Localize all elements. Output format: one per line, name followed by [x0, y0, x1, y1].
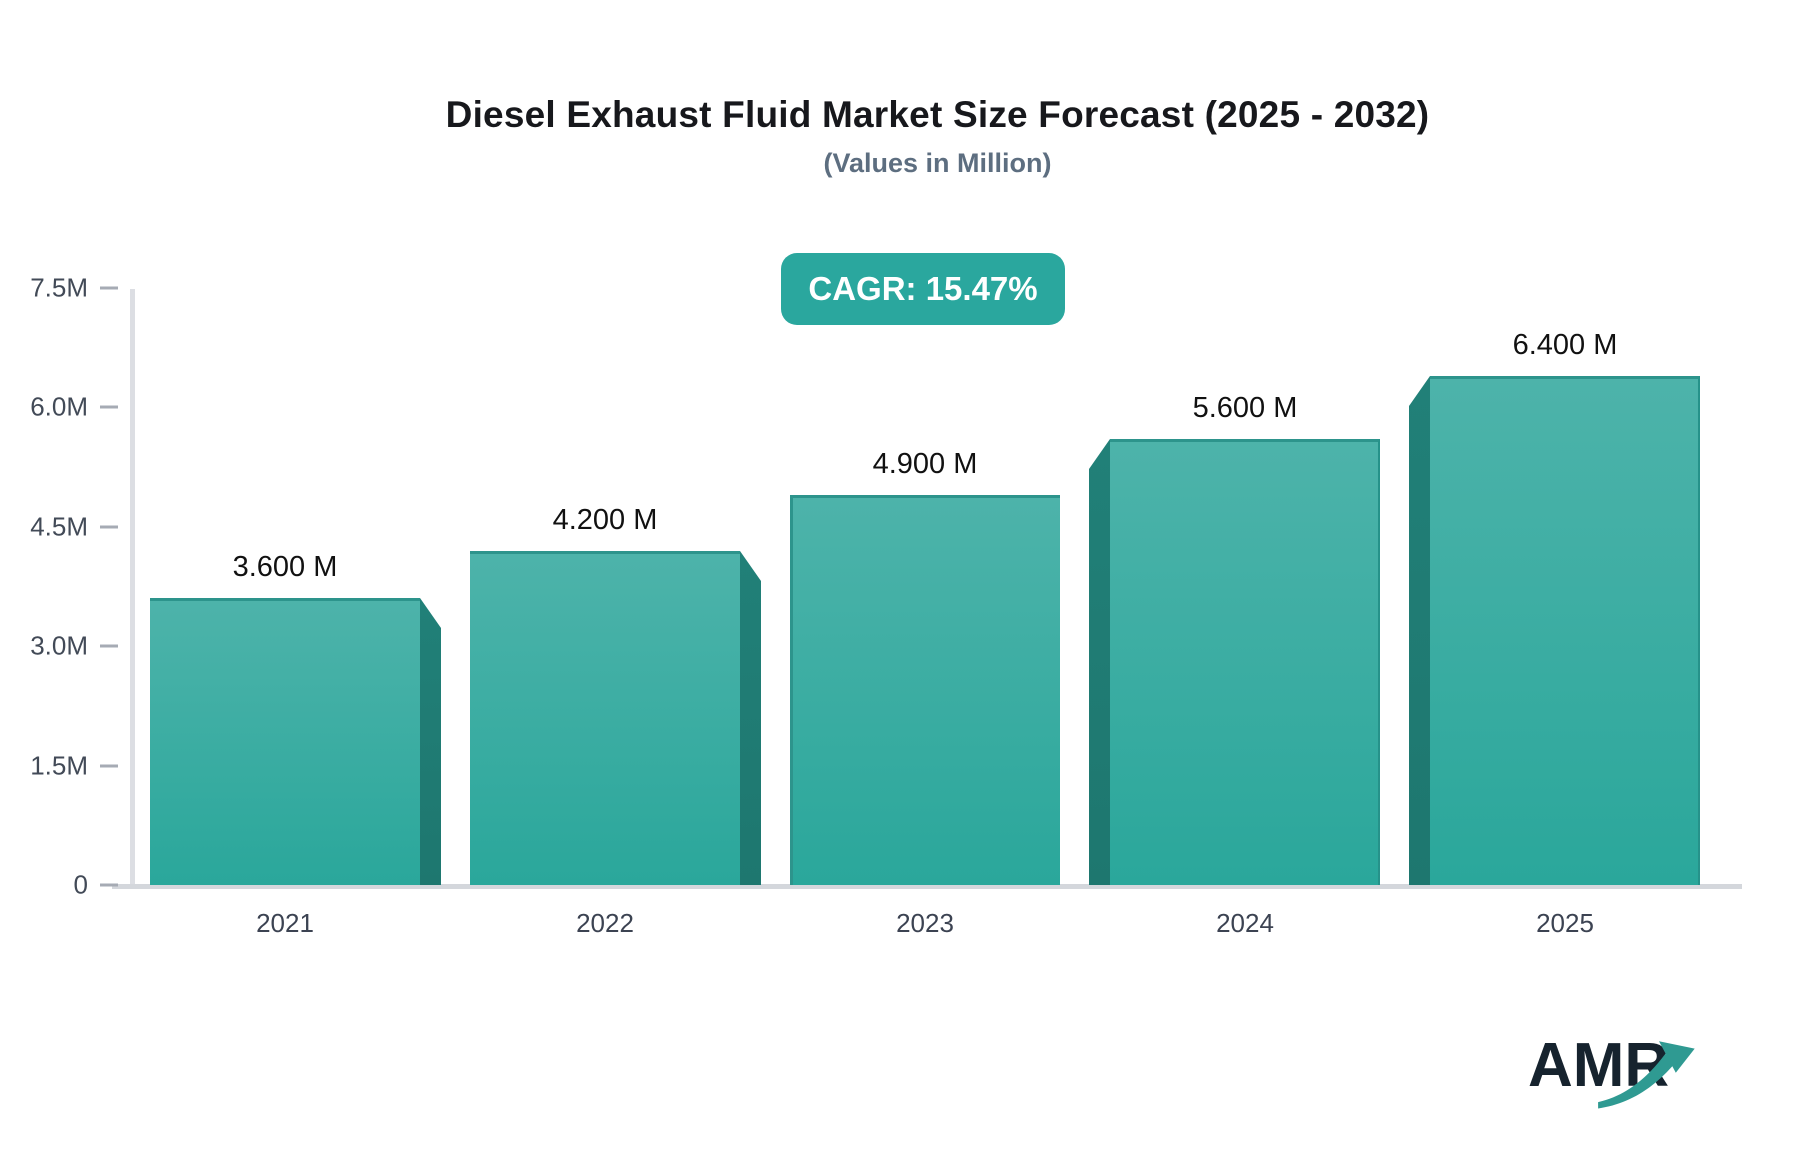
x-axis-year-label: 2024 [1216, 908, 1274, 938]
bar-3d-side [740, 551, 761, 885]
cagr-badge: CAGR: 15.47% [781, 253, 1065, 325]
amr-logo: AMR [1522, 1026, 1732, 1121]
y-tick-label: 1.5M [30, 750, 88, 781]
bar-value-label: 4.200 M [552, 504, 658, 536]
growth-arrow-icon [1598, 1041, 1695, 1109]
y-tick-mark [100, 764, 118, 768]
bar-value-label: 5.600 M [1192, 392, 1298, 424]
x-axis-year-label: 2025 [1536, 908, 1594, 938]
bar-3d-side [1089, 439, 1110, 885]
y-tick-mark [100, 525, 118, 529]
y-tick-label: 4.5M [30, 511, 88, 542]
chart-title: Diesel Exhaust Fluid Market Size Forecas… [445, 94, 1430, 135]
y-tick-label: 6.0M [30, 391, 88, 422]
bar-value-label: 3.600 M [232, 551, 338, 583]
x-axis-year-label: 2023 [896, 908, 954, 938]
y-tick-mark [100, 286, 118, 290]
y-tick-label: 7.5M [30, 272, 88, 303]
bar [150, 598, 420, 885]
chart-subtitle: (Values in Million) [823, 148, 1052, 178]
y-tick-mark [100, 883, 118, 887]
y-tick-label: 0 [73, 869, 88, 900]
y-axis-line [130, 289, 135, 885]
y-tick-label: 3.0M [30, 630, 88, 661]
bar-3d-side [420, 598, 441, 885]
bar [1110, 439, 1380, 885]
y-tick-mark [100, 405, 118, 409]
x-axis-year-label: 2021 [256, 908, 314, 938]
bar [790, 495, 1060, 885]
x-axis-line [112, 884, 1742, 889]
y-tick-mark [100, 644, 118, 648]
bar-value-label: 4.900 M [872, 448, 978, 480]
bar [1430, 376, 1700, 885]
bar-value-label: 6.400 M [1512, 329, 1618, 361]
bar-3d-side [1409, 376, 1430, 885]
bar [470, 551, 740, 885]
x-axis-year-label: 2022 [576, 908, 634, 938]
